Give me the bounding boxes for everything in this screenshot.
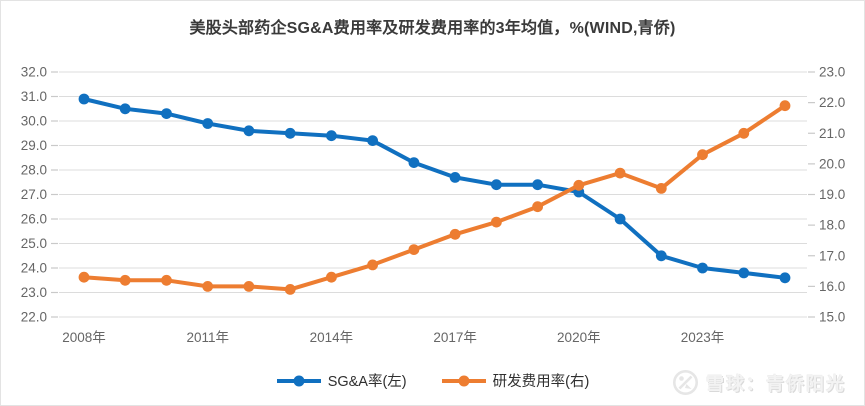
series-marker-1 <box>284 284 296 295</box>
x-axis-label: 2023年 <box>681 330 725 345</box>
series-marker-1 <box>697 149 708 161</box>
series-marker-0 <box>738 267 750 279</box>
y-axis-label-left: 27.0 <box>21 187 47 202</box>
y-axis-label-right: 20.0 <box>819 156 845 171</box>
series-marker-1 <box>367 259 378 271</box>
series-marker-1 <box>779 100 791 112</box>
series-marker-0 <box>779 272 791 284</box>
series-marker-1 <box>491 216 502 228</box>
series-marker-0 <box>697 262 708 274</box>
series-marker-0 <box>161 108 172 119</box>
y-axis-label-right: 16.0 <box>819 279 845 294</box>
series-marker-0 <box>326 130 337 142</box>
series-marker-1 <box>655 183 667 194</box>
series-marker-0 <box>532 179 543 191</box>
y-axis-label-right: 23.0 <box>819 65 845 80</box>
series-marker-0 <box>408 157 420 169</box>
y-axis-label-right: 15.0 <box>819 310 845 325</box>
x-axis-label: 2008年 <box>62 330 106 345</box>
y-axis-label-right: 19.0 <box>819 187 845 202</box>
y-axis-label-left: 26.0 <box>21 212 47 227</box>
y-axis-label-left: 32.0 <box>21 65 47 80</box>
x-axis-label: 2014年 <box>310 330 354 345</box>
legend-item-sga: SG&A率(左) <box>276 370 407 391</box>
y-axis-label-left: 28.0 <box>21 163 47 178</box>
legend: SG&A率(左) 研发费用率(右) <box>1 370 864 391</box>
series-marker-1 <box>738 127 750 139</box>
series-marker-1 <box>532 201 543 213</box>
series-marker-1 <box>326 271 337 283</box>
chart-title: 美股头部药企SG&A费用率及研发费用率的3年均值，%(WIND,青侨) <box>189 20 676 37</box>
series-marker-0 <box>367 135 378 147</box>
series-marker-0 <box>202 118 214 129</box>
series-line-1 <box>82 103 787 292</box>
series-marker-0 <box>655 250 667 262</box>
y-axis-label-left: 30.0 <box>21 114 47 129</box>
y-axis-label-right: 22.0 <box>819 95 845 110</box>
series-marker-0 <box>491 179 502 191</box>
series-marker-1 <box>119 274 131 286</box>
series-marker-0 <box>78 93 90 105</box>
legend-swatch-sga-icon <box>276 375 321 386</box>
series-marker-0 <box>284 127 296 139</box>
series-marker-1 <box>161 274 172 286</box>
series-marker-1 <box>202 281 214 292</box>
y-axis-label-right: 17.0 <box>819 248 845 263</box>
legend-swatch-rd-icon <box>441 375 486 386</box>
series-marker-1 <box>614 167 626 179</box>
legend-label-sga: SG&A率(左) <box>327 374 407 390</box>
series-marker-1 <box>78 271 90 283</box>
series-marker-0 <box>449 172 461 183</box>
y-axis-label-left: 31.0 <box>21 89 47 104</box>
y-axis-label-right: 21.0 <box>819 126 845 141</box>
series-line-0 <box>82 97 787 280</box>
x-axis-label: 2017年 <box>433 330 477 345</box>
series-marker-1 <box>243 281 255 292</box>
y-axis-label-left: 22.0 <box>21 310 47 325</box>
y-axis-label-left: 24.0 <box>21 261 47 276</box>
series-marker-0 <box>243 125 255 137</box>
series-marker-0 <box>119 103 131 115</box>
y-axis-label-left: 23.0 <box>21 285 47 300</box>
series-marker-1 <box>408 244 420 256</box>
x-axis-label: 2011年 <box>186 330 229 345</box>
y-axis-label-left: 25.0 <box>21 236 47 251</box>
series-marker-1 <box>573 179 585 191</box>
series-marker-0 <box>614 213 626 225</box>
y-axis-label-left: 29.0 <box>21 138 47 153</box>
legend-item-rd: 研发费用率(右) <box>441 370 590 391</box>
x-axis-label: 2020年 <box>557 330 601 345</box>
y-axis-label-right: 18.0 <box>819 218 845 233</box>
series-marker-1 <box>449 228 461 240</box>
legend-label-rd: 研发费用率(右) <box>492 374 590 390</box>
